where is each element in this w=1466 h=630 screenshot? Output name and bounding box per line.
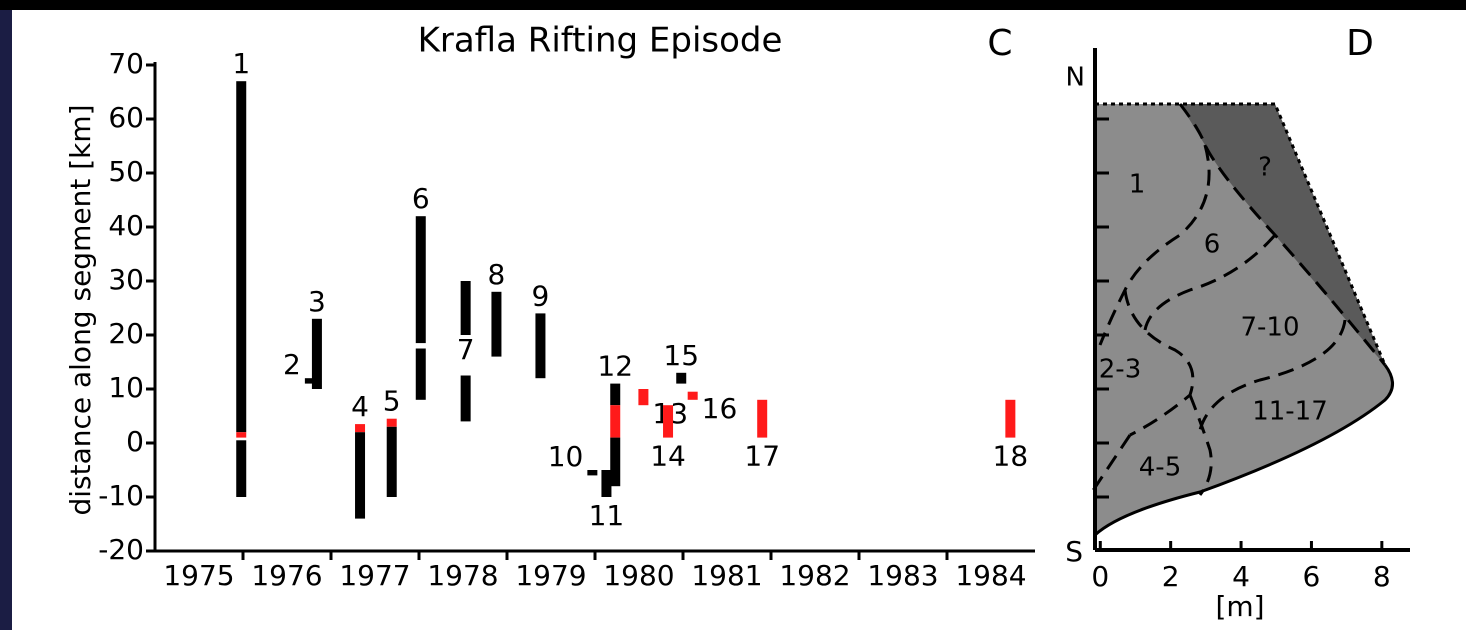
x-tick-label: 4 — [1232, 560, 1250, 593]
y-bottom-label: S — [1065, 535, 1083, 568]
range-bar — [687, 391, 698, 400]
y-tick-label: 70 — [108, 47, 144, 80]
range-bar — [638, 389, 649, 406]
dashed-boundaries — [1088, 103, 1387, 496]
range-bar — [304, 378, 315, 384]
range-bar — [460, 281, 471, 335]
range-bar — [415, 348, 426, 400]
x-tick-label: 1978 — [427, 559, 498, 592]
y-tick-label: 20 — [108, 317, 144, 350]
event-label: 12 — [597, 350, 633, 383]
y-axis-label: distance along segment [km] — [64, 104, 97, 515]
event-label: 17 — [744, 440, 780, 473]
x-axis-label: [m] — [1215, 590, 1264, 623]
event-label: 3 — [308, 285, 326, 318]
dotted-boundary — [1095, 102, 1387, 366]
region-label: 1 — [1129, 170, 1146, 200]
y-tick-label: -10 — [98, 479, 144, 512]
range-bar — [236, 432, 247, 438]
range-bar — [355, 432, 366, 519]
unknown-area — [1180, 104, 1385, 365]
event-label: 10 — [548, 440, 584, 473]
range-bar — [311, 318, 322, 389]
event-label: 18 — [993, 440, 1029, 473]
range-bar — [535, 313, 546, 379]
range-bar — [236, 440, 247, 497]
region-label: 2-3 — [1099, 355, 1141, 385]
x-tick-label: 6 — [1303, 560, 1321, 593]
x-tick-label: 2 — [1162, 560, 1180, 593]
y-tick-label: 30 — [108, 263, 144, 296]
x-tick-label: 1981 — [691, 559, 762, 592]
range-bar — [386, 426, 397, 497]
region-label: 4-5 — [1139, 453, 1181, 483]
x-tick-label: 1984 — [955, 559, 1026, 592]
event-label: 11 — [589, 499, 625, 532]
event-label: 7 — [457, 333, 475, 366]
event-label: 1 — [232, 47, 250, 80]
range-bar — [236, 81, 247, 433]
y-tick-label: 0 — [126, 425, 144, 458]
event-label: 8 — [488, 258, 506, 291]
range-bar — [676, 372, 687, 384]
x-tick-label: 1975 — [163, 559, 234, 592]
y-tick-label: 50 — [108, 155, 144, 188]
range-bar — [460, 375, 471, 422]
region-label: 7-10 — [1240, 313, 1299, 343]
range-bar — [1005, 399, 1016, 438]
x-tick-label: 1977 — [339, 559, 410, 592]
event-label: 15 — [663, 339, 699, 372]
y-tick-label: 10 — [108, 371, 144, 404]
profile-shapes — [1088, 102, 1394, 537]
range-bar — [601, 470, 612, 497]
x-tick-label: 1976 — [251, 559, 322, 592]
range-bar — [386, 418, 397, 427]
region-label: 11-17 — [1252, 397, 1328, 427]
event-label: 9 — [532, 279, 550, 312]
event-label: 2 — [283, 348, 301, 381]
range-bar — [610, 405, 621, 438]
event-label: 4 — [351, 390, 369, 423]
x-tick-label: 1982 — [779, 559, 850, 592]
chart-title: Krafla Rifting Episode — [418, 21, 783, 61]
event-label: 14 — [650, 440, 686, 473]
range-bar — [610, 437, 621, 487]
y-top-label: N — [1066, 63, 1085, 93]
y-tick-label: 60 — [108, 101, 144, 134]
panel-label: C — [987, 23, 1012, 64]
x-tick-label: 1979 — [515, 559, 586, 592]
event-label: 5 — [383, 385, 401, 418]
outline — [1093, 364, 1394, 537]
event-label: 16 — [702, 392, 738, 425]
range-bar — [757, 399, 768, 438]
range-bar — [355, 424, 366, 433]
range-bar — [663, 405, 674, 438]
event-label: 6 — [412, 182, 430, 215]
region-label: 6 — [1204, 230, 1221, 260]
x-tick-label: 8 — [1373, 560, 1391, 593]
panel-label: D — [1346, 23, 1374, 64]
x-tick-label: 0 — [1091, 560, 1109, 593]
x-tick-label: 1983 — [867, 559, 938, 592]
range-bar — [491, 291, 502, 357]
y-tick-label: 40 — [108, 209, 144, 242]
range-bar — [587, 470, 598, 476]
range-bar — [415, 216, 426, 344]
x-tick-label: 1980 — [603, 559, 674, 592]
range-bar — [610, 383, 621, 406]
region-label: ? — [1258, 153, 1272, 183]
y-tick-label: -20 — [98, 533, 144, 566]
top-border — [0, 0, 1466, 10]
